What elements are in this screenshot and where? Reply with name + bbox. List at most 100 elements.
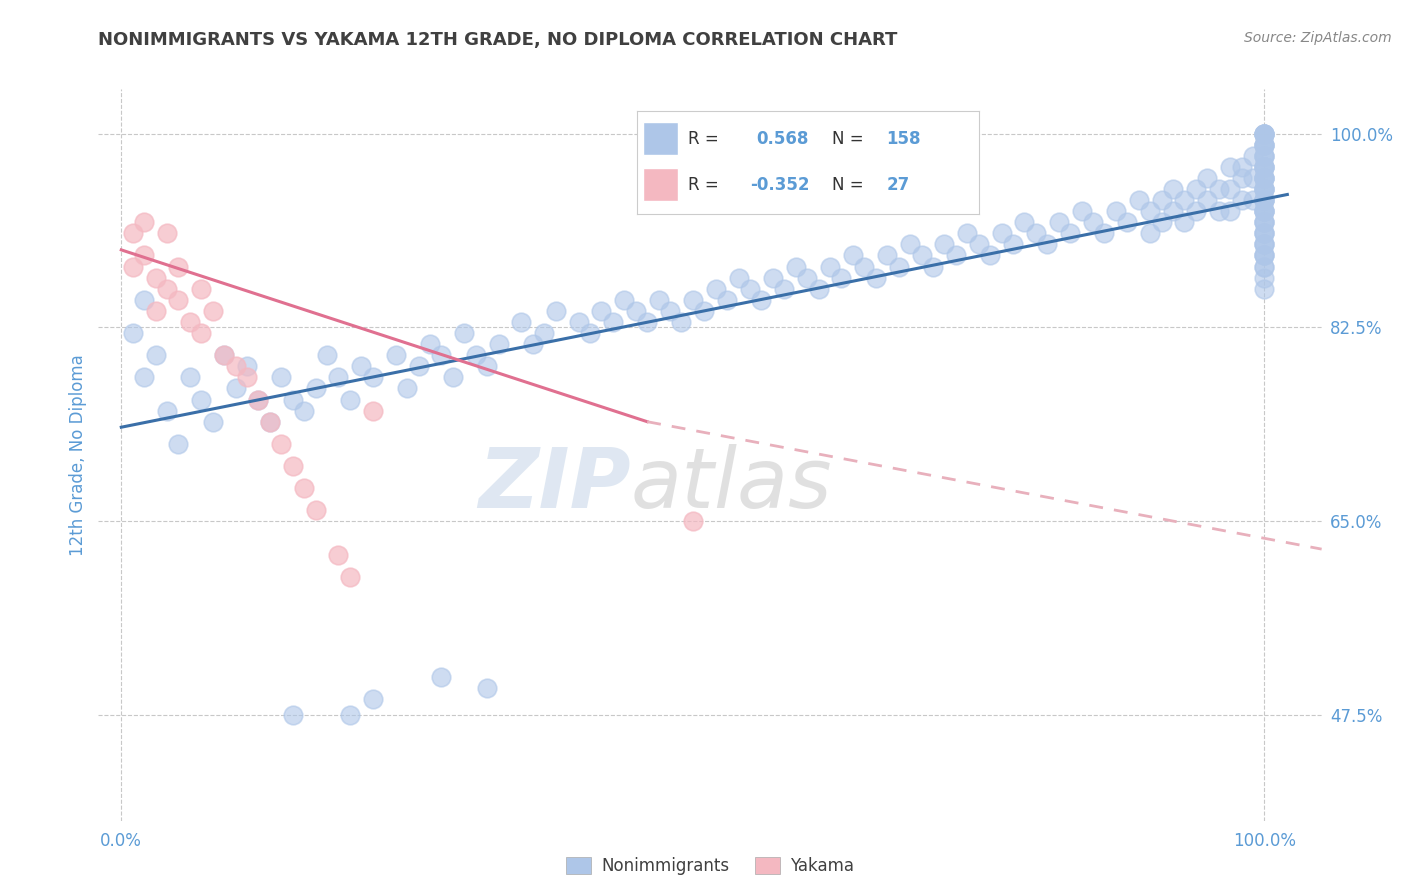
- Point: [1253, 215, 1275, 229]
- Point: [1253, 127, 1275, 141]
- Point: [247, 392, 270, 407]
- Point: [1150, 215, 1173, 229]
- Point: [1253, 260, 1275, 274]
- Point: [842, 248, 865, 262]
- Point: [1219, 160, 1241, 174]
- Point: [1094, 227, 1116, 241]
- Point: [1150, 193, 1173, 207]
- Text: ZIP: ZIP: [478, 443, 630, 524]
- Point: [145, 348, 167, 362]
- Point: [145, 270, 167, 285]
- Point: [201, 415, 224, 429]
- Point: [1253, 170, 1275, 185]
- Point: [259, 415, 281, 429]
- Point: [475, 681, 498, 695]
- Point: [751, 293, 773, 307]
- Point: [1253, 170, 1275, 185]
- Point: [898, 237, 921, 252]
- Point: [762, 270, 785, 285]
- Point: [1253, 227, 1275, 241]
- Point: [396, 381, 419, 395]
- Point: [1253, 248, 1275, 262]
- Point: [328, 548, 350, 562]
- Point: [121, 227, 143, 241]
- Point: [1036, 237, 1059, 252]
- Point: [361, 370, 384, 384]
- Point: [179, 315, 201, 329]
- Point: [1253, 137, 1275, 152]
- Point: [281, 708, 304, 723]
- Point: [831, 270, 853, 285]
- Legend: Nonimmigrants, Yakama: Nonimmigrants, Yakama: [560, 850, 860, 882]
- Point: [1253, 137, 1275, 152]
- Point: [1014, 215, 1036, 229]
- Bar: [644, 122, 678, 155]
- Text: 0.568: 0.568: [756, 130, 808, 148]
- Point: [384, 348, 406, 362]
- Point: [121, 260, 143, 274]
- Point: [270, 437, 292, 451]
- Point: [1253, 182, 1275, 196]
- Point: [636, 315, 658, 329]
- Point: [167, 293, 190, 307]
- Point: [785, 260, 807, 274]
- Point: [1253, 127, 1275, 141]
- Point: [145, 303, 167, 318]
- Point: [1139, 227, 1161, 241]
- Point: [1253, 182, 1275, 196]
- Text: 27: 27: [887, 176, 910, 194]
- Point: [1128, 193, 1150, 207]
- Point: [1253, 237, 1275, 252]
- Point: [818, 260, 841, 274]
- Point: [1208, 182, 1230, 196]
- Point: [304, 381, 326, 395]
- Point: [121, 326, 143, 340]
- Point: [190, 326, 212, 340]
- Point: [624, 303, 647, 318]
- Point: [156, 282, 179, 296]
- Point: [956, 227, 979, 241]
- Point: [1173, 193, 1195, 207]
- Point: [510, 315, 533, 329]
- Point: [475, 359, 498, 374]
- Point: [134, 293, 156, 307]
- Point: [910, 248, 932, 262]
- Point: [361, 403, 384, 417]
- Point: [1001, 237, 1024, 252]
- Point: [1253, 248, 1275, 262]
- Point: [796, 270, 818, 285]
- Point: [156, 227, 179, 241]
- Point: [716, 293, 738, 307]
- Point: [1253, 227, 1275, 241]
- Point: [201, 303, 224, 318]
- Point: [281, 392, 304, 407]
- Point: [1241, 149, 1264, 163]
- Point: [1253, 193, 1275, 207]
- Point: [967, 237, 990, 252]
- Point: [945, 248, 967, 262]
- Text: R =: R =: [688, 130, 724, 148]
- Point: [887, 260, 910, 274]
- Point: [876, 248, 898, 262]
- Point: [1253, 248, 1275, 262]
- Point: [533, 326, 555, 340]
- Point: [1253, 193, 1275, 207]
- Point: [1253, 160, 1275, 174]
- Point: [1253, 170, 1275, 185]
- Point: [602, 315, 624, 329]
- Point: [236, 370, 259, 384]
- Point: [225, 381, 247, 395]
- Point: [408, 359, 430, 374]
- Point: [453, 326, 475, 340]
- Point: [1059, 227, 1081, 241]
- Text: atlas: atlas: [630, 443, 832, 524]
- Point: [134, 248, 156, 262]
- Point: [1139, 204, 1161, 219]
- Point: [292, 403, 315, 417]
- Point: [1253, 237, 1275, 252]
- Point: [1241, 170, 1264, 185]
- Point: [1197, 170, 1219, 185]
- Point: [212, 348, 235, 362]
- Point: [1219, 182, 1241, 196]
- Point: [1253, 149, 1275, 163]
